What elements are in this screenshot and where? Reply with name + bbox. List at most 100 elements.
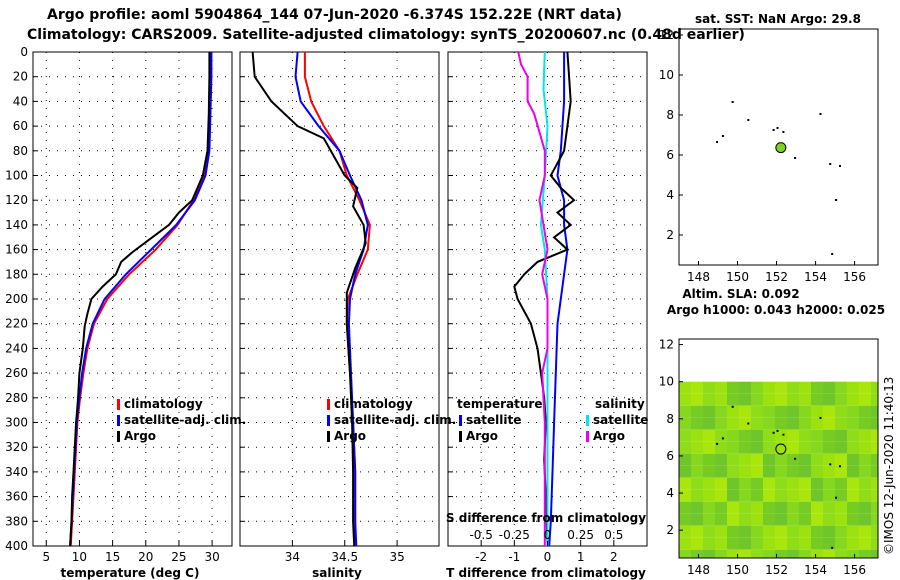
island-dot: [838, 165, 841, 167]
diff-legend-s-argo-swatch: [586, 431, 589, 442]
sla-cell: [763, 465, 775, 478]
sla-cell: [751, 477, 763, 490]
sla-cell: [679, 513, 691, 526]
sla-cell: [751, 489, 763, 502]
map-y-tick-label: 2: [666, 523, 674, 537]
diff-legend-t-argo-label: Argo: [466, 429, 498, 443]
sla-cell: [703, 513, 715, 526]
sla-cell: [811, 477, 823, 490]
sla-cell: [691, 489, 703, 502]
sla-cell: [727, 537, 739, 550]
sla-cell: [859, 525, 871, 538]
sla-cell: [727, 489, 739, 502]
island-dot: [731, 405, 734, 408]
sla-cell: [715, 489, 727, 502]
sla-cell: [835, 489, 847, 502]
sla-cell: [871, 405, 878, 418]
island-dot: [831, 546, 834, 549]
sla-cell: [751, 549, 763, 558]
sla-cell: [679, 453, 691, 466]
sla-cell: [823, 537, 835, 550]
sla-cell: [703, 489, 715, 502]
sla-cell: [811, 429, 823, 442]
sla-cell: [691, 525, 703, 538]
sla-cell: [811, 501, 823, 514]
salinity-legend-1-swatch: [327, 415, 330, 426]
sla-cell: [847, 549, 859, 558]
map-x-tick-label: 152: [765, 270, 788, 284]
sla-cell: [847, 525, 859, 538]
diff-legend-s-sat-swatch: [586, 415, 589, 426]
sla-cell: [799, 453, 811, 466]
sla-cell: [847, 381, 859, 394]
sla-cell: [691, 549, 703, 558]
sla-cell: [727, 381, 739, 394]
sla-cell: [859, 441, 871, 454]
salinity-xlabel: salinity: [312, 566, 362, 580]
sla-cell: [835, 405, 847, 418]
sla-cell: [799, 501, 811, 514]
island-dot: [772, 129, 775, 131]
temperature-xlabel: temperature (deg C): [61, 566, 200, 580]
sla-cell: [763, 405, 775, 418]
y-tick-label: 80: [13, 144, 28, 158]
map-y-tick-label: 6: [666, 148, 674, 162]
island-dot: [716, 141, 719, 143]
sla-cell: [775, 489, 787, 502]
sla-cell: [751, 453, 763, 466]
sla-cell: [751, 393, 763, 406]
sla-cell: [775, 393, 787, 406]
sla-cell: [703, 537, 715, 550]
sla-cell: [847, 501, 859, 514]
sla-cell: [763, 549, 775, 558]
sla-cell: [739, 501, 751, 514]
sla-cell: [715, 513, 727, 526]
float-marker: [775, 443, 787, 455]
s-tick-label: -0.5: [469, 528, 492, 542]
x-tick-label: 30: [204, 550, 219, 564]
sla-cell: [715, 549, 727, 558]
sla-cell: [847, 477, 859, 490]
sla-cell: [847, 441, 859, 454]
island-dot: [747, 422, 750, 425]
sla-cell: [871, 501, 878, 514]
sla-cell: [823, 441, 835, 454]
island-dot: [782, 433, 785, 436]
s-tick-label: 0.25: [567, 528, 594, 542]
sla-cell: [799, 549, 811, 558]
diff-legend-s-sat-label: satellite: [593, 413, 648, 427]
sla-cell: [811, 465, 823, 478]
sla-cell: [787, 453, 799, 466]
sla-cell: [691, 405, 703, 418]
sla-cell: [679, 501, 691, 514]
x-tick-label: 15: [105, 550, 120, 564]
salinity-legend-2-label: Argo: [334, 429, 366, 443]
sla-cell: [787, 537, 799, 550]
y-tick-label: 260: [5, 366, 28, 380]
sla-cell: [859, 501, 871, 514]
t-difference-xlabel: T difference from climatology: [446, 566, 646, 580]
sla-cell: [679, 381, 691, 394]
sla-cell: [787, 393, 799, 406]
sla-cell: [823, 393, 835, 406]
temperature-legend-2-label: Argo: [124, 429, 156, 443]
sla-cell: [823, 549, 835, 558]
sla-cell: [751, 381, 763, 394]
y-tick-label: 300: [5, 416, 28, 430]
island-dot: [835, 496, 838, 499]
sla-cell: [691, 393, 703, 406]
sla-cell: [703, 405, 715, 418]
sla-cell: [679, 417, 691, 430]
y-tick-label: 280: [5, 391, 28, 405]
sla-cell: [751, 429, 763, 442]
sla-cell: [739, 549, 751, 558]
sla-cell: [703, 393, 715, 406]
sla-cell: [835, 417, 847, 430]
y-tick-label: 140: [5, 218, 28, 232]
sla-cell: [799, 513, 811, 526]
island-dot: [829, 163, 832, 165]
sla-cell: [739, 429, 751, 442]
sla-cell: [727, 477, 739, 490]
sla-cell: [847, 405, 859, 418]
series-line-satellite-adj-clim-: [294, 51, 369, 547]
